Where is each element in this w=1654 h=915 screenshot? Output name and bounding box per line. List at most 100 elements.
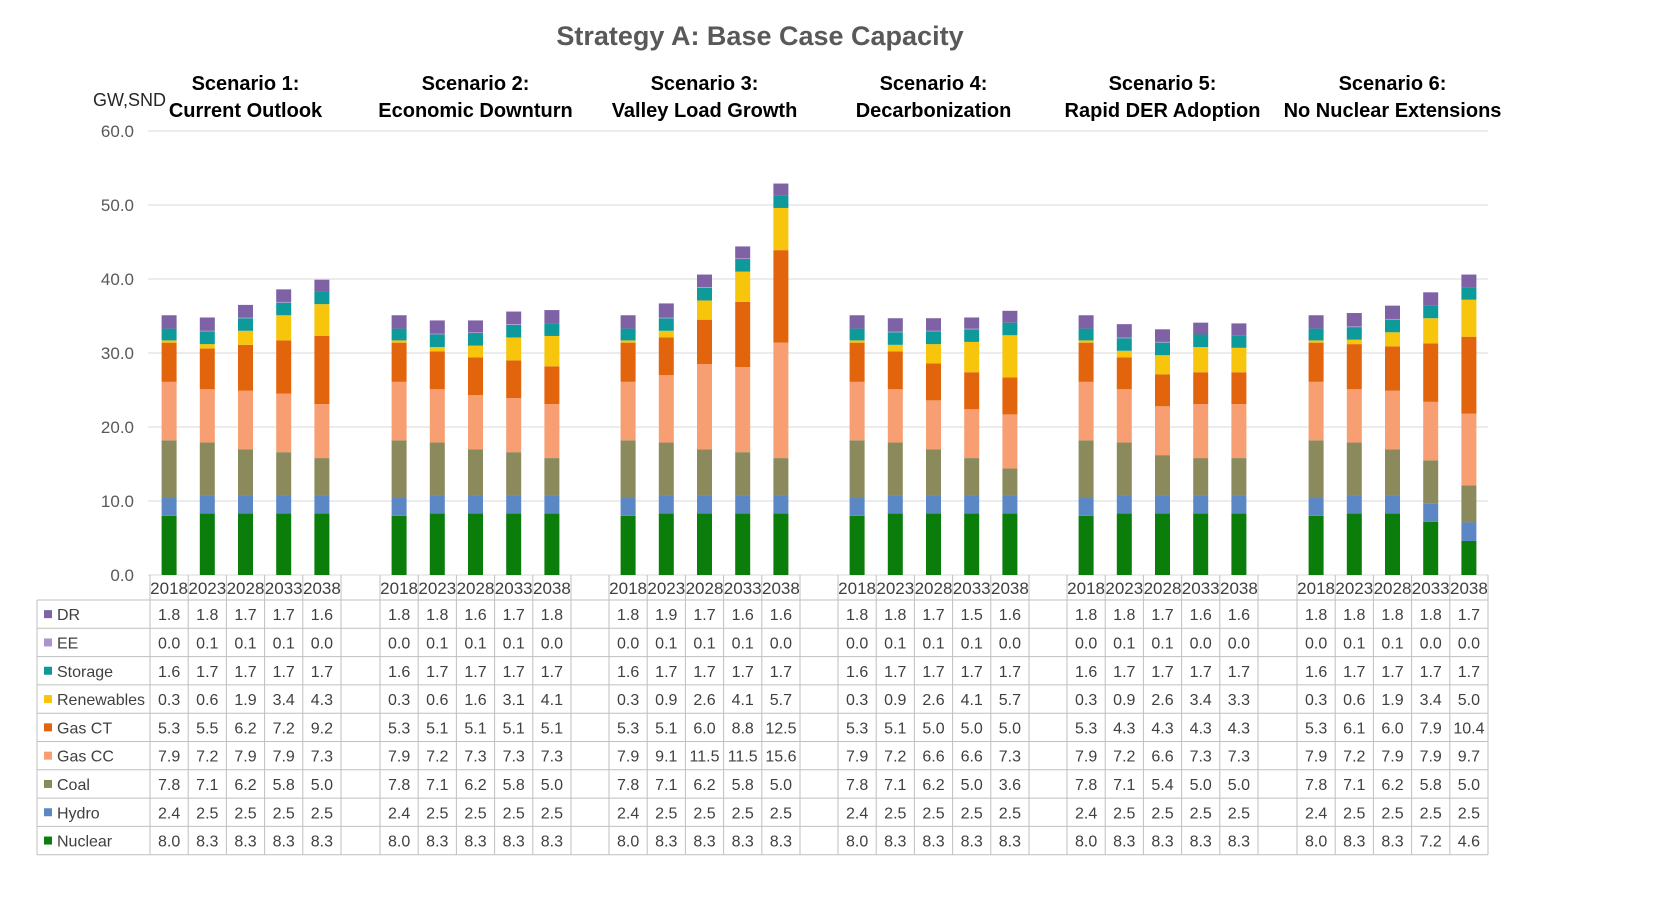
- bar-segment-coal: [506, 452, 522, 496]
- bar-segment-hydro: [238, 495, 253, 514]
- y-tick-label: 30.0: [101, 344, 134, 363]
- bar-segment-storage: [161, 328, 177, 341]
- bar-segment-storage: [276, 302, 292, 316]
- table-cell: 2.5: [503, 805, 525, 822]
- bar-segment-gas-cc: [276, 393, 292, 453]
- bar-segment-coal: [314, 458, 330, 496]
- table-cell: 8.0: [846, 834, 868, 851]
- table-cell: 1.7: [1458, 664, 1480, 681]
- table-cell: 0.1: [464, 635, 486, 652]
- bar-segment-coal: [199, 442, 215, 496]
- table-cell: 1.8: [1420, 607, 1442, 624]
- bar-segment-ee: [1385, 318, 1400, 320]
- table-cell: 2.5: [961, 805, 983, 822]
- legend-label: EE: [57, 635, 78, 652]
- table-cell: 1.9: [655, 607, 677, 624]
- table-cell: 1.7: [655, 664, 677, 681]
- x-tick-label: 2018: [150, 579, 188, 598]
- bar-segment-storage: [658, 318, 674, 331]
- bar-segment-coal: [697, 449, 712, 496]
- table-cell: 0.6: [196, 692, 218, 709]
- table-cell: 6.6: [961, 749, 983, 766]
- scenario-subtitle: No Nuclear Extensions: [1284, 100, 1502, 122]
- bar-segment-coal: [887, 442, 903, 496]
- table-cell: 0.0: [770, 635, 792, 652]
- table-cell: 1.6: [1075, 664, 1097, 681]
- x-tick-label: 2023: [1105, 579, 1143, 598]
- table-cell: 7.9: [617, 749, 639, 766]
- table-cell: 8.3: [541, 834, 563, 851]
- bar-segment-gas-ct: [1002, 377, 1018, 415]
- bar-segment-hydro: [697, 495, 712, 514]
- table-cell: 7.9: [1075, 749, 1097, 766]
- x-tick-label: 2033: [1412, 579, 1450, 598]
- table-cell: 5.8: [503, 777, 525, 794]
- bar-segment-storage: [1385, 319, 1400, 333]
- table-cell: 7.8: [158, 777, 180, 794]
- table-cell: 5.1: [464, 720, 486, 737]
- bar-segment-dr: [429, 320, 445, 334]
- table-cell: 0.9: [1113, 692, 1135, 709]
- bar-segment-ee: [506, 324, 522, 325]
- table-cell: 1.6: [311, 607, 333, 624]
- table-cell: 8.0: [1305, 834, 1327, 851]
- table-cell: 0.6: [426, 692, 448, 709]
- bar-segment-storage: [1002, 322, 1018, 336]
- bar-segment-gas-ct: [468, 357, 483, 396]
- bar-segment-nuclear: [199, 513, 215, 575]
- x-tick-label: 2018: [380, 579, 418, 598]
- table-cell: 7.2: [1343, 749, 1365, 766]
- table-cell: 1.6: [464, 607, 486, 624]
- table-cell: 0.1: [655, 635, 677, 652]
- bar-segment-storage: [773, 195, 789, 208]
- table-cell: 4.1: [541, 692, 563, 709]
- bar-segment-hydro: [1002, 495, 1018, 514]
- bar-segment-hydro: [506, 495, 522, 514]
- bar-segment-nuclear: [238, 513, 253, 575]
- x-tick-label: 2018: [609, 579, 647, 598]
- bar-segment-dr: [276, 289, 292, 302]
- y-axis-ticks: 0.0 10.0 20.0 30.0 40.0 50.0 60.0: [101, 122, 134, 585]
- table-cell: 5.1: [884, 720, 906, 737]
- table-cell: 2.5: [693, 805, 715, 822]
- scenario-titles: Scenario 1: Current Outlook Scenario 2: Eco…: [169, 73, 1502, 122]
- table-cell: 1.8: [1381, 607, 1403, 624]
- bar-segment-renewables: [887, 344, 903, 352]
- bar-segment-storage: [849, 328, 865, 341]
- bar-segment-ee: [887, 331, 903, 333]
- table-cell: 1.7: [1228, 664, 1250, 681]
- bar-segment-hydro: [1231, 495, 1247, 514]
- x-tick-label: 2018: [838, 579, 876, 598]
- table-cell: 0.0: [999, 635, 1021, 652]
- bar-segment-dr: [1461, 274, 1477, 288]
- x-tick-label: 2033: [1182, 579, 1220, 598]
- table-cell: 7.8: [846, 777, 868, 794]
- table-cell: 6.2: [693, 777, 715, 794]
- bar-segment-coal: [1346, 442, 1362, 496]
- bar-segment-gas-ct: [314, 335, 330, 405]
- bar-segment-coal: [849, 440, 865, 499]
- table-cell: 0.3: [1305, 692, 1327, 709]
- table-cell: 1.6: [617, 664, 639, 681]
- table-cell: 0.0: [1075, 635, 1097, 652]
- bar-segment-gas-ct: [199, 348, 215, 390]
- legend-swatch: [44, 779, 52, 788]
- table-cell: 0.1: [196, 635, 218, 652]
- bar-segment-renewables: [429, 347, 445, 352]
- bar-segment-gas-ct: [773, 250, 789, 343]
- bar-segment-nuclear: [544, 513, 560, 575]
- bar-segment-nuclear: [1078, 515, 1094, 575]
- table-cell: 0.0: [541, 635, 563, 652]
- bar-segment-renewables: [1155, 355, 1170, 375]
- bar-segment-gas-cc: [1423, 401, 1439, 461]
- bar-segment-gas-ct: [544, 366, 560, 405]
- bar-segment-hydro: [1346, 495, 1362, 514]
- bar-segment-renewables: [1078, 340, 1094, 343]
- bar-segment-hydro: [658, 495, 674, 514]
- bar-segment-gas-ct: [849, 342, 865, 382]
- table-cell: 7.2: [1420, 834, 1442, 851]
- table-cell: 8.0: [1075, 834, 1097, 851]
- bar-segment-gas-cc: [429, 389, 445, 443]
- table-cell: 0.0: [1228, 635, 1250, 652]
- table-cell: 8.3: [503, 834, 525, 851]
